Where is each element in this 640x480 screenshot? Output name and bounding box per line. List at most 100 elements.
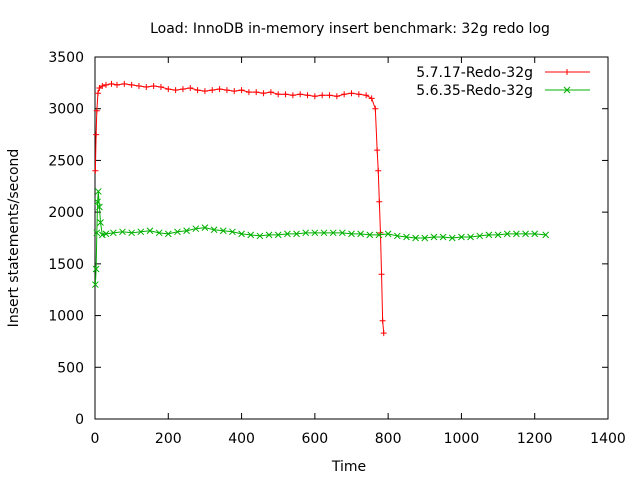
data-point	[135, 82, 142, 89]
data-point	[183, 227, 190, 235]
y-tick-label: 2000	[48, 205, 84, 221]
data-point	[194, 87, 201, 94]
data-point	[384, 230, 392, 238]
data-point	[93, 107, 100, 114]
data-point	[96, 203, 103, 211]
data-point	[229, 228, 236, 236]
data-point	[113, 81, 120, 88]
data-point	[302, 229, 310, 237]
data-point	[513, 230, 520, 238]
y-ticks: 0 500 1000 1500 2000 2500 3000 3500	[48, 50, 608, 428]
data-point	[93, 131, 100, 138]
data-point	[531, 230, 539, 238]
series-group	[92, 80, 387, 337]
data-point	[503, 230, 511, 238]
data-point	[265, 231, 273, 239]
data-point	[378, 271, 385, 278]
data-point	[372, 105, 379, 112]
data-point	[403, 233, 410, 241]
data-point	[179, 86, 186, 93]
data-point	[238, 87, 245, 94]
data-point	[92, 265, 100, 273]
y-tick-label: 1500	[48, 257, 84, 273]
data-point	[119, 228, 126, 236]
plot-frame	[94, 56, 609, 420]
data-point	[274, 231, 282, 239]
data-point	[374, 147, 381, 154]
data-point	[379, 317, 386, 324]
data-point	[412, 234, 419, 242]
data-point	[363, 92, 370, 99]
data-point	[128, 81, 135, 88]
data-point	[393, 232, 401, 240]
x-tick-label: 200	[155, 431, 182, 447]
data-point	[293, 230, 300, 238]
x-tick-label: 400	[228, 431, 255, 447]
data-point	[355, 91, 362, 98]
data-point	[143, 83, 150, 90]
data-point	[164, 230, 172, 238]
data-point	[284, 230, 291, 238]
data-point	[94, 90, 101, 97]
data-point	[348, 90, 355, 97]
data-point	[467, 233, 474, 241]
data-point	[253, 89, 260, 96]
data-point	[238, 230, 245, 238]
data-point	[348, 230, 355, 238]
data-point	[357, 230, 365, 238]
data-point	[333, 93, 340, 100]
data-point	[146, 227, 154, 235]
data-point	[289, 92, 296, 99]
data-point	[326, 92, 333, 99]
x-tick-label: 800	[375, 431, 402, 447]
data-point	[522, 230, 529, 238]
data-point	[94, 188, 102, 195]
data-point	[247, 231, 255, 239]
series-line	[94, 83, 385, 334]
data-point	[209, 87, 216, 94]
data-point	[320, 229, 328, 237]
data-point	[376, 198, 383, 205]
data-point	[201, 88, 208, 95]
data-point	[150, 82, 157, 89]
data-point	[102, 230, 110, 238]
data-point	[366, 231, 374, 239]
data-point	[223, 87, 230, 94]
data-point	[430, 233, 438, 241]
data-point	[155, 229, 163, 237]
data-point	[448, 234, 456, 242]
data-point	[297, 91, 304, 98]
legend-label: 5.7.17-Redo-32g	[416, 65, 533, 81]
data-point	[108, 80, 115, 87]
plot-area	[92, 80, 550, 337]
data-point	[256, 232, 264, 240]
data-point	[192, 225, 200, 233]
legend: 5.7.17-Redo-32g 5.6.35-Redo-32g	[416, 65, 590, 99]
data-point	[311, 229, 319, 237]
data-point	[421, 234, 429, 242]
data-point	[210, 226, 218, 234]
data-point	[563, 86, 571, 94]
data-point	[439, 233, 447, 241]
x-tick-label: 600	[301, 431, 328, 447]
data-point	[102, 81, 109, 88]
data-point	[121, 80, 128, 87]
x-ticks: 0 200 400 600 800 1000 1200 1400	[91, 57, 626, 447]
data-point	[92, 167, 99, 174]
data-point	[341, 91, 348, 98]
x-tick-label: 1200	[517, 431, 553, 447]
data-point	[216, 86, 223, 93]
data-point	[338, 229, 346, 237]
y-tick-label: 0	[75, 412, 84, 428]
data-point	[174, 228, 181, 236]
data-point	[165, 86, 172, 93]
x-tick-label: 0	[91, 431, 100, 447]
data-point	[458, 233, 465, 241]
y-axis-label: Insert statements/second	[6, 149, 22, 328]
data-point	[267, 89, 274, 96]
legend-label: 5.6.35-Redo-32g	[416, 83, 533, 99]
data-point	[201, 224, 209, 232]
data-point	[187, 85, 194, 92]
data-point	[245, 89, 252, 96]
